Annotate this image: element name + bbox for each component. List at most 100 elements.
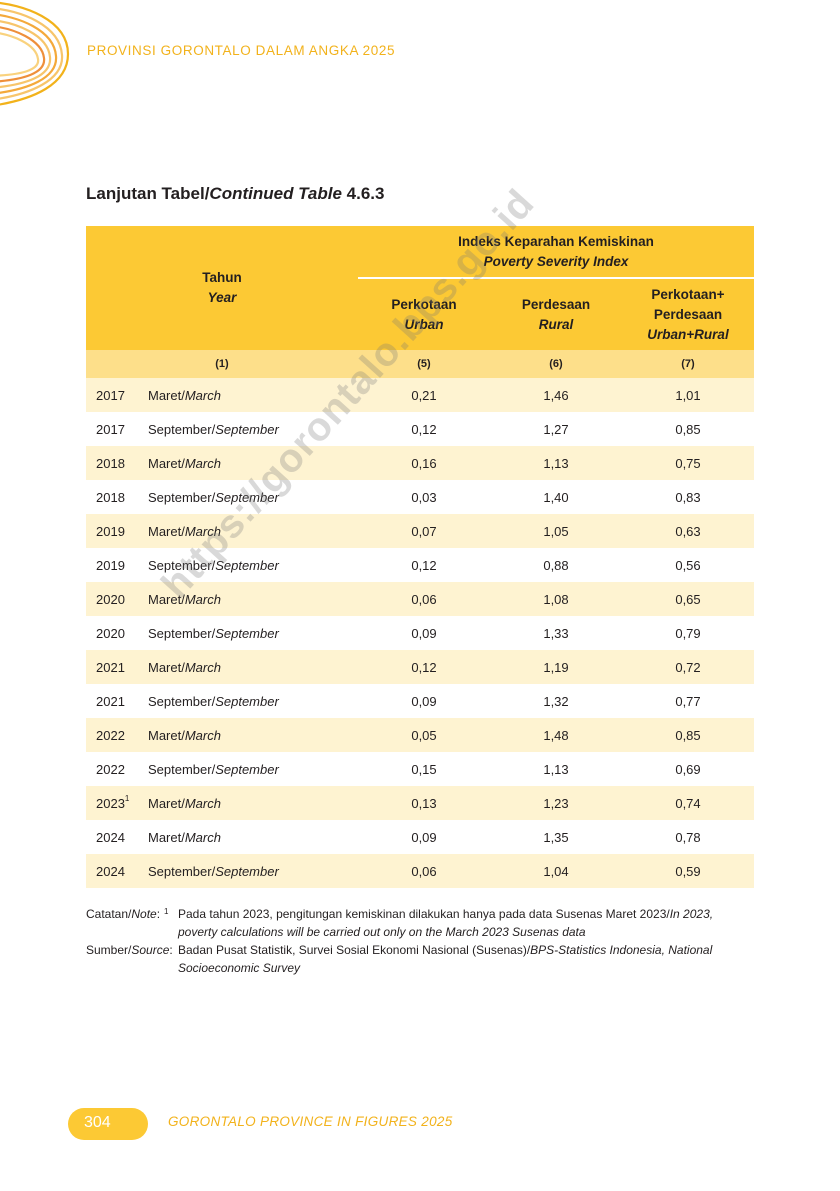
year-cell: 20231 [86,786,146,820]
table-body: (1) (5) (6) (7) 2017 Maret/March 0,21 1,46 1… [86,350,754,888]
urban-value: 0,09 [358,820,490,854]
table-row: 2017 Maret/March 0,21 1,46 1,01 [86,378,754,412]
year-value: 2017 [96,387,125,403]
rural-value: 1,33 [490,616,622,650]
period-label-en: September [215,421,279,437]
year-value: 2019 [96,557,125,573]
table-row: 2017 September/September 0,12 1,27 0,85 [86,412,754,446]
urban-value: 0,12 [358,412,490,446]
source-label: Sumber/Source: [86,941,173,977]
period-label-en: September [215,625,279,641]
note-colon: : [156,907,161,921]
period-label-en: September [215,761,279,777]
period-label-en: September [215,489,279,505]
year-header-label-en: Year [207,290,237,305]
urban-rural-value: 0,63 [622,514,754,548]
period-label: Maret/ [148,591,185,607]
urban-rural-value: 0,65 [622,582,754,616]
period-cell: Maret/March [146,820,358,854]
period-label: September/ [148,693,216,709]
source-label-text: Sumber/ [86,943,132,957]
period-cell: September/September [146,854,358,888]
table-row: 2019 September/September 0,12 0,88 0,56 [86,548,754,582]
footnote-mark: 1 [124,793,130,803]
column-number: (5) [358,350,490,378]
year-value: 2017 [96,421,125,437]
table-row: 2020 September/September 0,09 1,33 0,79 [86,616,754,650]
year-cell: 2021 [86,684,146,718]
period-cell: Maret/March [146,378,358,412]
note-text: Pada tahun 2023, pengitungan kemiskinan … [178,905,754,941]
year-value: 2024 [96,829,125,845]
note-text-id: Pada tahun 2023, pengitungan kemiskinan … [178,907,670,921]
footer-title: GORONTALO PROVINCE IN FIGURES 2025 [168,1114,453,1129]
urban-rural-value: 0,78 [622,820,754,854]
group-header: Indeks Keparahan Kemiskinan Poverty Seve… [358,226,754,279]
note-label: Catatan/Note: [86,905,164,941]
table-row: 2018 Maret/March 0,16 1,13 0,75 [86,446,754,480]
period-cell: Maret/March [146,514,358,548]
column-header-label: Perdesaan [521,296,591,312]
table-row: 2022 Maret/March 0,05 1,48 0,85 [86,718,754,752]
table-title-number: 4.6.3 [341,184,385,203]
group-header-label: Indeks Keparahan Kemiskinan [458,233,654,249]
table-row: 2022 September/September 0,15 1,13 0,69 [86,752,754,786]
table-row: 2021 September/September 0,09 1,32 0,77 [86,684,754,718]
note-label-text: Catatan/ [86,907,132,921]
year-value: 2020 [96,591,125,607]
table-row: 2024 Maret/March 0,09 1,35 0,78 [86,820,754,854]
period-cell: September/September [146,684,358,718]
column-number-row: (1) (5) (6) (7) [86,350,754,378]
note-row: Catatan/Note: 1 Pada tahun 2023, pengitu… [86,905,754,941]
period-label: Maret/ [148,727,185,743]
year-value: 2022 [96,761,125,777]
column-header-urban-rural: Perkotaan+ Perdesaan Urban+Rural [622,278,754,350]
column-header-urban: Perkotaan Urban [358,278,490,350]
year-cell: 2019 [86,514,146,548]
period-label: Maret/ [148,523,185,539]
period-label: Maret/ [148,387,185,403]
urban-rural-value: 0,85 [622,412,754,446]
period-cell: Maret/March [146,582,358,616]
urban-rural-value: 1,01 [622,378,754,412]
period-cell: September/September [146,752,358,786]
year-cell: 2019 [86,548,146,582]
period-label-en: March [184,795,221,811]
period-cell: Maret/March [146,650,358,684]
urban-value: 0,06 [358,854,490,888]
urban-value: 0,09 [358,684,490,718]
period-cell: Maret/March [146,718,358,752]
column-header-label: Perkotaan [391,296,457,312]
page-number-badge [68,1108,148,1140]
urban-rural-value: 0,69 [622,752,754,786]
period-label: Maret/ [148,455,185,471]
rural-value: 1,46 [490,378,622,412]
period-label-en: March [184,829,221,845]
urban-value: 0,03 [358,480,490,514]
period-label: Maret/ [148,795,185,811]
period-label-en: September [215,557,279,573]
column-header-rural: Perdesaan Rural [490,278,622,350]
urban-rural-value: 0,85 [622,718,754,752]
rural-value: 1,19 [490,650,622,684]
period-label-en: March [184,727,221,743]
urban-value: 0,13 [358,786,490,820]
source-text-en: BPS-Statistics Indonesia, National Socio… [178,943,713,975]
urban-value: 0,07 [358,514,490,548]
year-cell: 2024 [86,854,146,888]
rural-value: 1,05 [490,514,622,548]
source-colon: : [169,943,173,957]
rural-value: 1,13 [490,446,622,480]
year-header-label: Tahun [202,270,242,285]
rural-value: 1,40 [490,480,622,514]
note-label-text-en: Note [131,907,157,921]
period-cell: September/September [146,480,358,514]
urban-rural-value: 0,56 [622,548,754,582]
urban-rural-value: 0,77 [622,684,754,718]
period-label: September/ [148,761,216,777]
table-row: 2020 Maret/March 0,06 1,08 0,65 [86,582,754,616]
table-title-prefix: Lanjutan Tabel/ [86,184,210,203]
period-label: September/ [148,863,216,879]
period-label-en: September [215,863,279,879]
urban-value: 0,12 [358,548,490,582]
